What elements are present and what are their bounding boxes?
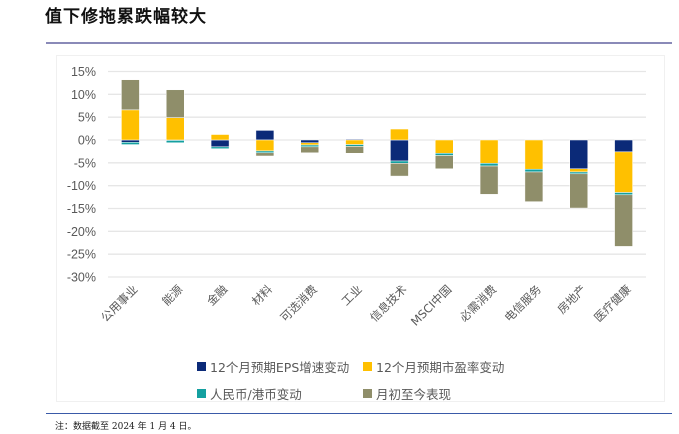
bar-segment-total [121, 79, 140, 111]
legend-item-pe: 12个月预期市盈率变动 [363, 357, 504, 376]
bar-segment-pe [345, 139, 364, 145]
bar-segment-fx [255, 150, 275, 154]
y-tick-label: -15% [67, 202, 96, 216]
y-tick-label: 15% [71, 65, 96, 79]
bar-segment-total [614, 194, 633, 247]
legend-item-fx: 人民币/港币变动 [197, 384, 302, 403]
legend-label: 人民币/港币变动 [210, 387, 302, 402]
bottom-divider [46, 413, 672, 414]
bar-stack [345, 138, 364, 154]
bar-stack [479, 139, 499, 195]
legend-label: 月初至今表现 [376, 387, 452, 402]
bar-segment-eps [300, 139, 319, 143]
y-tick-label: -20% [67, 225, 96, 239]
legend-item-total: 月初至今表现 [363, 384, 451, 403]
bar-segment-fx [210, 146, 230, 149]
y-tick-label: -25% [67, 248, 96, 262]
y-tick-label: -30% [67, 271, 96, 285]
bar-stack [166, 89, 185, 143]
bar-segment-pe [166, 117, 185, 141]
bar-segment-total [345, 146, 364, 154]
legend-swatch-eps [197, 362, 206, 371]
legend-label: 12个月预期EPS增速变动 [210, 360, 350, 375]
bar-segment-pe [390, 128, 409, 141]
bar-segment-pe [300, 142, 319, 146]
bar-segment-eps [121, 139, 140, 143]
bar-segment-pe [255, 139, 275, 152]
x-tick-label: 能源 [159, 282, 186, 309]
bar-segment-fx [390, 160, 409, 164]
bar-segment-total [300, 146, 319, 154]
bar-segment-total [479, 165, 499, 195]
bar-stack [255, 130, 275, 157]
y-axis-ticks: 15% 10% 5% 0% -5% -10% -15% -20% -25% -30% [67, 65, 96, 285]
bar-segment-fx [479, 163, 499, 167]
bar-segment-pe [435, 139, 454, 154]
top-divider [46, 42, 672, 44]
bar-stack [121, 79, 140, 145]
x-tick-label: 可选消费 [277, 282, 319, 324]
bar-segment-fx [435, 152, 454, 156]
bar-segment-pe [479, 139, 499, 164]
bar-segment-eps [210, 139, 230, 148]
bar-segment-pe [569, 168, 588, 173]
legend-label: 12个月预期市盈率变动 [376, 360, 505, 375]
x-tick-label: 必需消费 [457, 282, 499, 324]
bar-stack [614, 139, 633, 247]
bar-stack [390, 128, 409, 177]
bar-segment-fx [524, 168, 544, 173]
x-tick-label: 公用事业 [98, 282, 140, 324]
x-tick-label: MSCI中国 [408, 282, 454, 328]
legend-swatch-fx [197, 389, 206, 398]
bar-segment-fx [614, 192, 633, 196]
y-tick-label: 5% [78, 111, 96, 125]
bar-segment-total [390, 163, 409, 177]
bar-segment-pe [210, 134, 230, 141]
bar-segment-eps [569, 139, 588, 170]
footnote: 注：数据截至 2024 年 1 月 4 日。 [55, 422, 197, 432]
y-tick-label: -5% [74, 156, 96, 170]
bar-segment-fx [121, 142, 140, 145]
bar-segment-eps [255, 130, 275, 141]
bar-segment-total [255, 152, 275, 157]
bar-segment-pe [121, 109, 140, 141]
x-tick-label: 材料 [249, 282, 276, 309]
legend-swatch-pe [363, 362, 372, 371]
bar-segment-fx [166, 140, 185, 143]
page-title: 值下修拖累跌幅较大 [45, 7, 207, 27]
bar-segment-total [524, 171, 544, 202]
chart-frame [56, 55, 665, 402]
bar-stack [300, 139, 319, 154]
x-tick-label: 医疗健康 [591, 282, 634, 325]
bar-segment-total [569, 173, 588, 209]
x-tick-label: 电信服务 [502, 282, 545, 325]
bar-segment-fx [569, 171, 588, 175]
y-tick-label: 10% [71, 88, 96, 102]
bar-segment-total [166, 89, 185, 118]
bar-stack [524, 139, 544, 202]
bar-segment-pe [524, 139, 544, 170]
y-tick-label: -10% [67, 179, 96, 193]
bar-stack [569, 139, 588, 209]
bars [121, 79, 633, 247]
x-tick-label: 工业 [339, 282, 365, 308]
bar-segment-eps [614, 139, 633, 153]
bar-segment-eps [390, 139, 409, 162]
bar-segment-fx [300, 144, 319, 148]
gridlines [108, 70, 646, 278]
bar-stack [210, 134, 230, 149]
y-tick-label: 0% [78, 134, 96, 148]
x-tick-label: 金融 [204, 282, 231, 309]
legend-swatch-total [363, 389, 372, 398]
bar-segment-fx [345, 144, 364, 147]
bar-segment-pe [614, 151, 633, 193]
legend-item-eps: 12个月预期EPS增速变动 [197, 357, 349, 376]
x-tick-label: 房地产 [555, 282, 589, 316]
x-tick-label: 信息技术 [367, 282, 410, 325]
bar-stack [435, 139, 454, 170]
bar-segment-total [435, 155, 454, 170]
